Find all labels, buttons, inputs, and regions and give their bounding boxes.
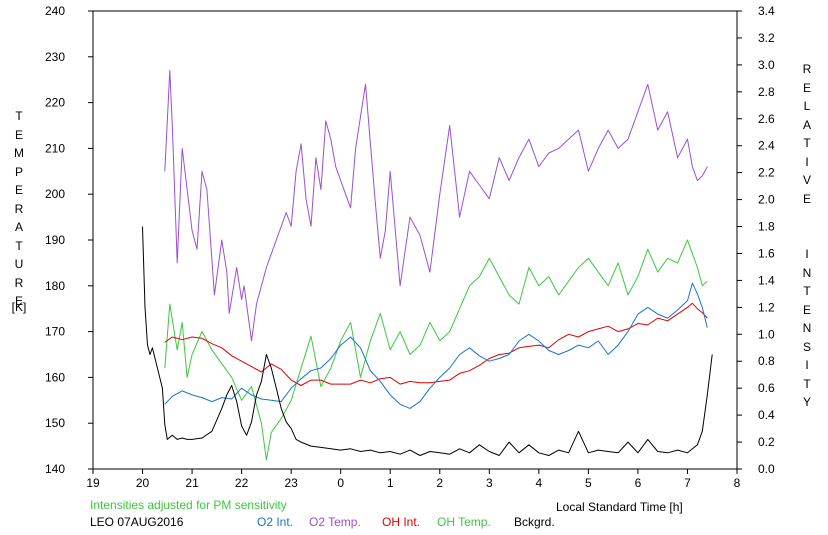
y-left-tick-label: 220	[45, 96, 65, 110]
y-right-tick-label: 3.2	[758, 31, 775, 45]
y-right-tick-label: 1.6	[758, 246, 775, 260]
x-tick-label: 21	[185, 476, 199, 490]
y-right-tick-label: 2.2	[758, 166, 775, 180]
legend-background: Bckgrd.	[514, 515, 555, 529]
legend-o2-temp: O2 Temp.	[309, 515, 361, 529]
y-left-tick-label: 190	[45, 233, 65, 247]
pm-sensitivity-note: Intensities adjusted for PM sensitivity	[90, 498, 287, 512]
x-tick-label: 22	[235, 476, 249, 490]
y-left-tick-label: 160	[45, 370, 65, 384]
y-left-tick-label: 210	[45, 141, 65, 155]
legend-oh-temp: OH Temp.	[437, 515, 491, 529]
series-layer	[142, 70, 713, 461]
y-right-tick-label: 0.8	[758, 354, 775, 368]
y-left-tick-label: 140	[45, 462, 65, 476]
oh-temp-series	[164, 239, 708, 461]
y-right-tick-label: 0.2	[758, 435, 775, 449]
y-right-tick-label: 1.8	[758, 220, 775, 234]
x-tick-label: 4	[536, 476, 543, 490]
y-right-tick-label: 2.6	[758, 112, 775, 126]
plot-frame	[92, 10, 738, 470]
axes-layer	[88, 10, 742, 474]
legend-o2-int: O2 Int.	[257, 515, 294, 529]
y-right-tick-label: 0.0	[758, 462, 775, 476]
y-right-tick-label: 3.0	[758, 58, 775, 72]
background-series	[142, 226, 713, 456]
y-left-tick-label: 150	[45, 416, 65, 430]
legend-oh-int: OH Int.	[382, 515, 421, 529]
x-tick-label: 1	[387, 476, 394, 490]
x-tick-label: 3	[486, 476, 493, 490]
x-tick-label: 6	[635, 476, 642, 490]
y-right-tick-label: 2.0	[758, 193, 775, 207]
y-right-tick-label: 1.2	[758, 300, 775, 314]
y-left-tick-label: 200	[45, 187, 65, 201]
x-tick-label: 20	[136, 476, 150, 490]
y-left-tick-label: 170	[45, 325, 65, 339]
x-tick-label: 8	[734, 476, 741, 490]
left-axis-unit: [K]	[11, 300, 27, 314]
y-right-tick-label: 1.4	[758, 273, 775, 287]
x-axis-title: Local Standard Time [h]	[556, 500, 683, 514]
y-right-tick-label: 2.4	[758, 139, 775, 153]
x-tick-label: 0	[337, 476, 344, 490]
y-left-tick-label: 230	[45, 50, 65, 64]
oh-int-series	[164, 302, 708, 386]
y-right-tick-label: 0.4	[758, 408, 775, 422]
x-tick-label: 5	[585, 476, 592, 490]
x-tick-label: 7	[684, 476, 691, 490]
y-right-tick-label: 0.6	[758, 381, 775, 395]
y-right-tick-label: 1.0	[758, 327, 775, 341]
y-left-tick-label: 240	[45, 4, 65, 18]
y-right-tick-label: 2.8	[758, 85, 775, 99]
o2-temp-series	[164, 70, 708, 342]
station-date-label: LEO 07AUG2016	[90, 515, 184, 529]
x-tick-label: 19	[86, 476, 100, 490]
x-tick-label: 23	[284, 476, 298, 490]
y-left-tick-label: 180	[45, 279, 65, 293]
tick-label-layer: 19 20 21 22 23 0 1 2 3 4 5 6 7 8140150160170180190200…	[45, 4, 775, 490]
x-tick-label: 2	[436, 476, 443, 490]
y-right-tick-label: 3.4	[758, 4, 775, 18]
